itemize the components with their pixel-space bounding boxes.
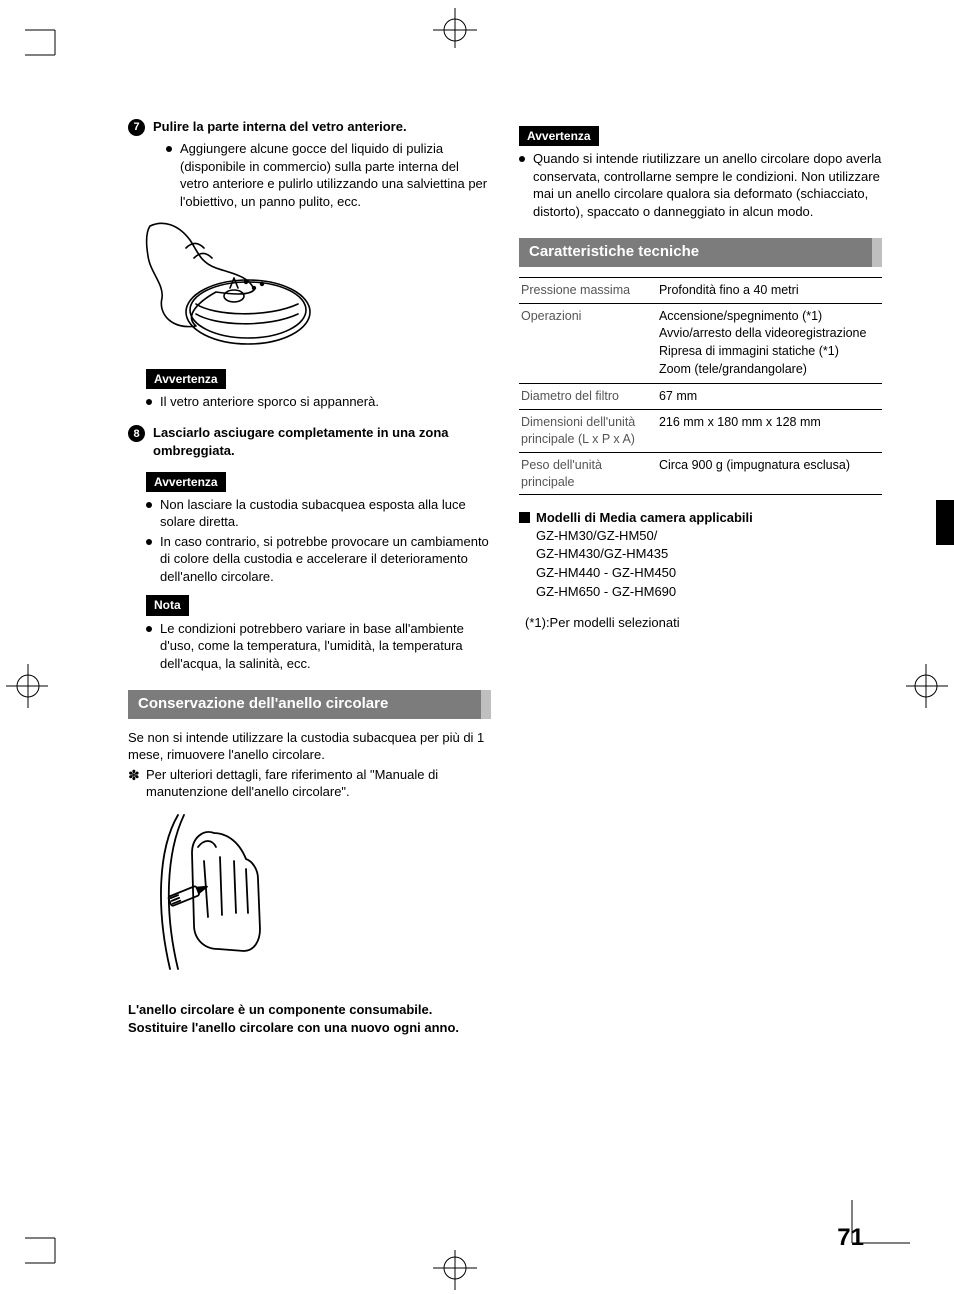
note-bullets: Le condizioni potrebbero variare in base…	[146, 620, 491, 673]
note-bullet-1: Le condizioni potrebbero variare in base…	[146, 620, 491, 673]
warn3-bullets: Quando si intende riutilizzare un anello…	[519, 150, 882, 220]
warn1-bullet-1: Il vetro anteriore sporco si appannerà.	[146, 393, 491, 411]
warn2-bullet-1: Non lasciare la custodia subacquea espos…	[146, 496, 491, 531]
step-7-bullet-1: Aggiungere alcune gocce del liquido di p…	[166, 140, 491, 210]
warn2-bullet-2: In caso contrario, si potrebbe provocare…	[146, 533, 491, 586]
warn3-bullet-1: Quando si intende riutilizzare un anello…	[519, 150, 882, 220]
side-tab	[936, 500, 954, 545]
warn1-bullets: Il vetro anteriore sporco si appannerà.	[146, 393, 491, 411]
warn2-bullets: Non lasciare la custodia subacquea espos…	[146, 496, 491, 586]
step-7-bullets: Aggiungere alcune gocce del liquido di p…	[166, 140, 491, 210]
page-number: 71	[837, 1222, 864, 1254]
